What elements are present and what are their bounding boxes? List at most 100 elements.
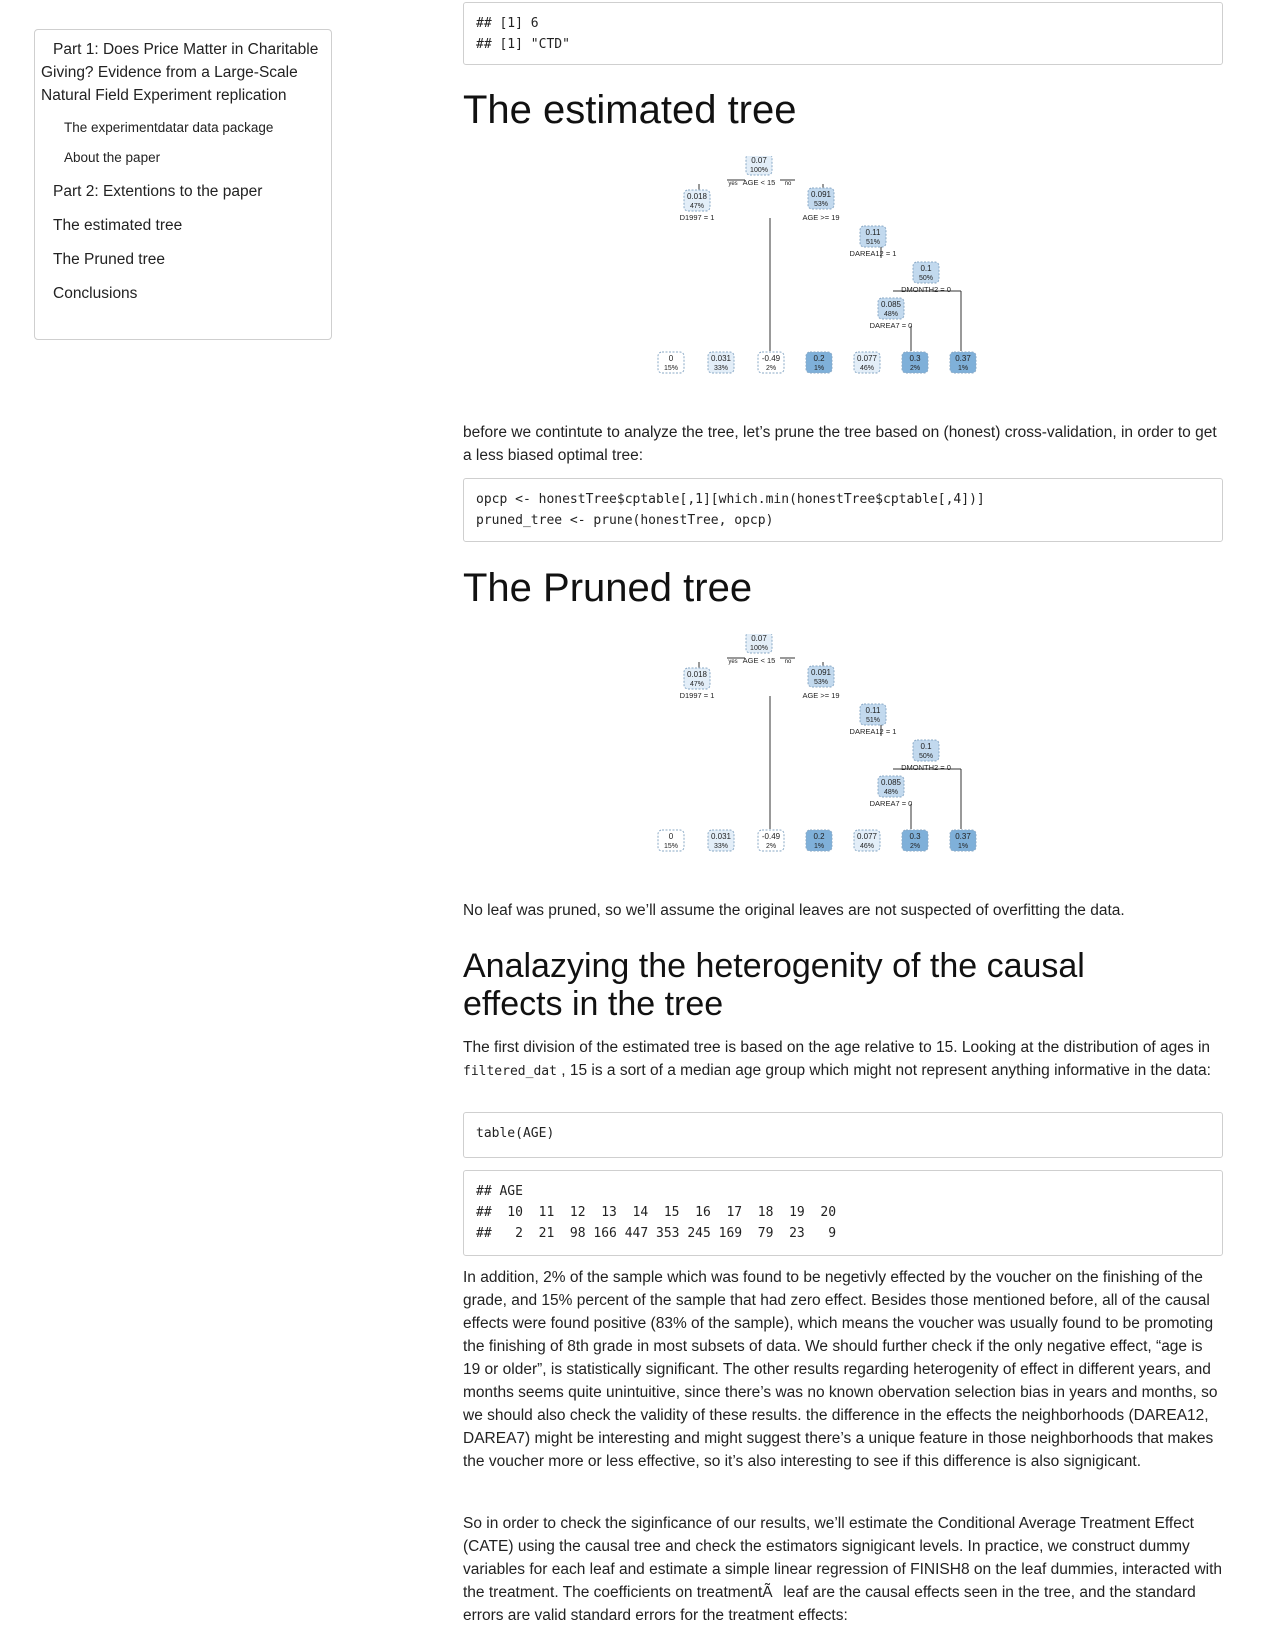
leaf-3-box <box>757 351 785 374</box>
node-right: 0.091 53% AGE >= 19 <box>802 187 840 222</box>
leaf-1-pct: 15% <box>664 843 678 850</box>
leaf-5-value: 0.077 <box>857 354 878 363</box>
node-root-split: AGE < 15 <box>743 178 776 187</box>
leaf-1: 015% <box>657 829 685 852</box>
leaf-5: 0.077 46% <box>853 829 881 852</box>
node-right-split: AGE >= 19 <box>802 691 839 700</box>
paragraph-no-leaf-pruned: No leaf was pruned, so we’ll assume the … <box>463 902 1125 919</box>
node-dmonth2: 0.1 50% DMONTH2 = 0 <box>901 261 951 294</box>
leaf-3-pct: 2% <box>766 365 776 372</box>
node-root-split: AGE < 15 <box>743 656 776 665</box>
node-darea7: 0.085 48% DAREA7 = 0 <box>870 775 913 808</box>
leaf-4: 0.21% <box>805 829 833 852</box>
node-right-value: 0.091 <box>811 190 832 199</box>
leaf-5-pct: 46% <box>860 365 874 372</box>
output-block-1: ## [1] 6 ## [1] "CTD" <box>463 2 1223 65</box>
leaf-4-pct: 1% <box>814 843 824 850</box>
leaf-3-value: -0.49 <box>762 832 781 841</box>
paragraph-first-division-b: , 15 is a sort of a median age group whi… <box>556 1062 1211 1079</box>
node-dmonth2-value: 0.1 <box>920 264 932 273</box>
leaf-7: 0.37 1% <box>949 351 977 374</box>
leaf-7-pct: 1% <box>958 843 968 850</box>
node-dmonth2-pct: 50% <box>919 275 933 282</box>
node-dmonth2: 0.1 50% DMONTH2 = 0 <box>901 739 951 772</box>
toc-item-conclusions[interactable]: Conclusions <box>53 285 138 302</box>
leaf-6: 0.32% <box>901 829 929 852</box>
leaf-1: 015% <box>657 351 685 374</box>
node-darea12-value: 0.11 <box>866 228 882 237</box>
no-label: no <box>785 181 792 187</box>
leaf-1-value: 0 <box>669 354 674 363</box>
node-left-pct: 47% <box>690 203 704 210</box>
leaf-5-box <box>853 829 881 852</box>
node-darea7-split: DAREA7 = 0 <box>870 321 913 330</box>
leaf-2: 0.031 33% <box>707 351 735 374</box>
node-dmonth2-box <box>912 739 940 762</box>
node-darea7-split: DAREA7 = 0 <box>870 799 913 808</box>
estimated-tree-figure: yes no 0.07 100% AGE < 15 0.018 47% D1997 = 1 0.… <box>463 153 1223 396</box>
leaf-5-value: 0.077 <box>857 832 878 841</box>
code-block-prune: opcp <- honestTree$cptable[,1][which.min… <box>463 478 1223 542</box>
pruned-tree-figure: yes no 0.07 100% AGE < 15 0.018 47% D1997 = 1 0.… <box>463 631 1223 874</box>
leaf-4: 0.21% <box>805 351 833 374</box>
leaf-3-value: -0.49 <box>762 354 781 363</box>
toc-item-estimated-tree[interactable]: The estimated tree <box>53 217 183 234</box>
node-right-box <box>807 187 835 210</box>
paragraph-first-division-a: The first division of the estimated tree… <box>463 1039 1211 1056</box>
node-root-pct: 100% <box>750 167 768 174</box>
node-left-box <box>683 667 711 690</box>
node-left-split: D1997 = 1 <box>680 691 715 700</box>
node-darea7-value: 0.085 <box>881 300 902 309</box>
leaf-5: 0.077 46% <box>853 351 881 374</box>
node-dmonth2-split: DMONTH2 = 0 <box>901 285 951 294</box>
node-left-pct: 47% <box>690 681 704 688</box>
toc-item-part2[interactable]: Part 2: Extentions to the paper <box>53 183 263 200</box>
node-root-value: 0.07 <box>751 634 767 643</box>
leaf-6: 0.32% <box>901 351 929 374</box>
node-left-value: 0.018 <box>687 670 708 679</box>
leaf-1-value: 0 <box>669 832 674 841</box>
heading-estimated-tree: The estimated tree <box>463 88 797 132</box>
leaf-4-value: 0.2 <box>813 354 825 363</box>
output-block-table-age: ## AGE ## 10 11 12 13 14 15 16 17 18 19 … <box>463 1170 1223 1256</box>
paragraph-cate: So in order to check the siginficance of… <box>463 1515 1223 1624</box>
node-darea12-box <box>859 225 887 248</box>
leaf-2-box <box>707 351 735 374</box>
node-dmonth2-split: DMONTH2 = 0 <box>901 763 951 772</box>
leaf-1-box <box>657 829 685 852</box>
leaf-3-box <box>757 829 785 852</box>
leaf-4-pct: 1% <box>814 365 824 372</box>
leaf-2-pct: 33% <box>714 365 728 372</box>
node-left-box <box>683 189 711 212</box>
toc-item-experimentdatar[interactable]: The experimentdatar data package <box>64 120 274 135</box>
table-of-contents: Part 1: Does Price Matter in Charitable … <box>34 29 332 340</box>
leaf-4-box <box>805 351 833 374</box>
node-darea7-box <box>877 775 905 798</box>
node-right: 0.091 53% AGE >= 19 <box>802 665 840 700</box>
leaf-2: 0.031 33% <box>707 829 735 852</box>
leaf-5-pct: 46% <box>860 843 874 850</box>
leaf-6-box <box>901 351 929 374</box>
node-right-box <box>807 665 835 688</box>
heading-pruned-tree: The Pruned tree <box>463 566 753 610</box>
leaf-7-value: 0.37 <box>955 354 971 363</box>
node-darea7-pct: 48% <box>884 311 898 318</box>
leaf-6-box <box>901 829 929 852</box>
toc-item-part1[interactable]: Part 1: Does Price Matter in Charitable … <box>41 41 319 104</box>
toc-item-about-paper[interactable]: About the paper <box>64 150 161 165</box>
toc-item-pruned-tree[interactable]: The Pruned tree <box>53 251 166 268</box>
yes-label: yes <box>728 181 737 187</box>
node-darea12-box <box>859 703 887 726</box>
node-dmonth2-pct: 50% <box>919 753 933 760</box>
inline-code-filtered-dat: filtered_dat <box>463 1064 557 1079</box>
leaf-4-box <box>805 829 833 852</box>
leaf-7: 0.37 1% <box>949 829 977 852</box>
node-darea12-value: 0.11 <box>866 706 882 715</box>
paragraph-addition: In addition, 2% of the sample which was … <box>463 1269 1218 1470</box>
node-left-value: 0.018 <box>687 192 708 201</box>
leaf-2-box <box>707 829 735 852</box>
node-darea12-split: DAREA12 = 1 <box>850 727 897 736</box>
leaf-3: -0.49 2% <box>757 829 785 852</box>
leaf-1-box <box>657 351 685 374</box>
